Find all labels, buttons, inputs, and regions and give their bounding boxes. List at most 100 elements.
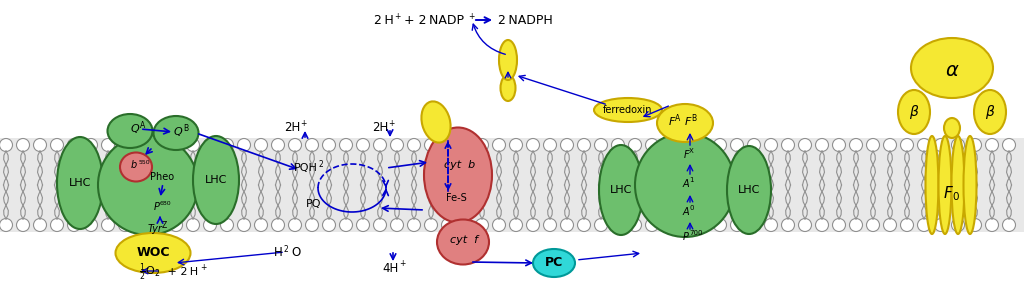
Ellipse shape (951, 136, 965, 234)
Text: A: A (140, 121, 145, 129)
Circle shape (305, 139, 318, 151)
Text: +: + (388, 118, 394, 128)
Circle shape (390, 139, 403, 151)
Text: +: + (300, 118, 306, 128)
Circle shape (50, 218, 63, 232)
Circle shape (544, 139, 556, 151)
Circle shape (374, 139, 386, 151)
Circle shape (170, 139, 182, 151)
Circle shape (425, 139, 437, 151)
Ellipse shape (926, 136, 939, 234)
Circle shape (220, 218, 233, 232)
Circle shape (918, 139, 931, 151)
Circle shape (560, 139, 573, 151)
Circle shape (441, 139, 455, 151)
Ellipse shape (594, 98, 662, 122)
Circle shape (475, 218, 488, 232)
Bar (0, 138, 1024, 232)
Circle shape (1002, 218, 1016, 232)
Circle shape (526, 139, 540, 151)
Circle shape (16, 218, 30, 232)
Text: $\beta$: $\beta$ (908, 103, 920, 121)
Circle shape (135, 218, 148, 232)
Text: PQH: PQH (294, 163, 318, 173)
Text: LHC: LHC (205, 175, 227, 185)
Circle shape (781, 218, 795, 232)
Text: Pheo: Pheo (150, 172, 174, 182)
Circle shape (850, 218, 862, 232)
Text: Tyr: Tyr (147, 224, 162, 234)
Ellipse shape (193, 136, 239, 224)
Circle shape (101, 139, 115, 151)
Circle shape (356, 218, 370, 232)
Text: $\alpha$: $\alpha$ (945, 61, 959, 80)
Circle shape (578, 218, 591, 232)
Circle shape (510, 218, 522, 232)
Circle shape (629, 139, 641, 151)
Ellipse shape (727, 146, 771, 234)
Circle shape (951, 218, 965, 232)
Ellipse shape (964, 136, 977, 234)
Circle shape (323, 139, 336, 151)
Circle shape (119, 218, 131, 232)
Circle shape (68, 218, 81, 232)
Text: B: B (183, 124, 188, 132)
Circle shape (390, 218, 403, 232)
Circle shape (510, 139, 522, 151)
Circle shape (441, 218, 455, 232)
Ellipse shape (898, 90, 930, 134)
Circle shape (374, 218, 386, 232)
Circle shape (305, 218, 318, 232)
Circle shape (408, 139, 421, 151)
Ellipse shape (116, 233, 190, 273)
Text: A: A (675, 114, 680, 122)
Circle shape (340, 139, 352, 151)
Circle shape (238, 139, 251, 151)
Circle shape (425, 218, 437, 232)
Circle shape (696, 218, 710, 232)
Circle shape (238, 218, 251, 232)
Circle shape (220, 139, 233, 151)
Circle shape (730, 139, 743, 151)
Text: B: B (691, 114, 696, 122)
Ellipse shape (599, 145, 643, 235)
Circle shape (271, 139, 285, 151)
Text: F: F (685, 117, 691, 127)
Text: +: + (394, 12, 400, 21)
Ellipse shape (57, 137, 103, 229)
Text: 2 NADPH: 2 NADPH (498, 13, 553, 27)
Circle shape (204, 139, 216, 151)
Circle shape (289, 218, 301, 232)
Circle shape (356, 139, 370, 151)
Circle shape (935, 218, 947, 232)
Text: 0: 0 (952, 192, 958, 202)
Circle shape (0, 218, 12, 232)
Circle shape (850, 139, 862, 151)
Circle shape (475, 139, 488, 151)
Circle shape (663, 218, 676, 232)
Circle shape (611, 218, 625, 232)
Ellipse shape (657, 104, 713, 142)
Circle shape (595, 218, 607, 232)
Circle shape (900, 139, 913, 151)
Circle shape (900, 218, 913, 232)
Circle shape (34, 139, 46, 151)
Circle shape (153, 139, 166, 151)
Circle shape (799, 139, 811, 151)
Text: +: + (399, 259, 406, 268)
Circle shape (135, 139, 148, 151)
Text: A: A (682, 207, 689, 217)
Circle shape (459, 218, 471, 232)
Circle shape (714, 218, 726, 232)
Circle shape (68, 139, 81, 151)
Circle shape (680, 218, 692, 232)
Ellipse shape (437, 219, 489, 264)
Text: 2: 2 (318, 159, 323, 169)
Circle shape (526, 218, 540, 232)
Text: cyt  b: cyt b (444, 160, 475, 170)
Ellipse shape (974, 90, 1006, 134)
Ellipse shape (422, 101, 451, 143)
Circle shape (611, 139, 625, 151)
Text: PQ: PQ (306, 199, 322, 209)
Text: LHC: LHC (69, 178, 91, 188)
